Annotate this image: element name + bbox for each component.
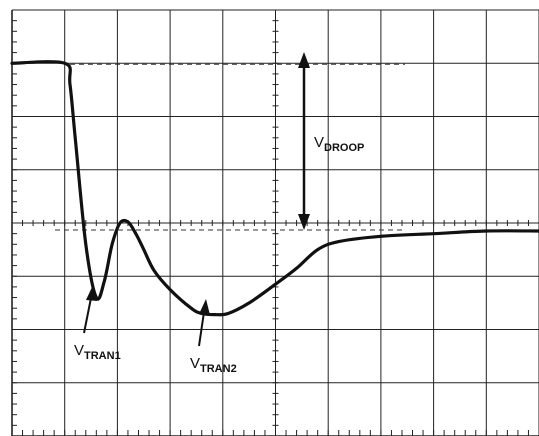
vtran1-label-sub: TRAN1 [84,350,121,362]
vtran2-label-sub: TRAN2 [200,363,237,375]
vdroop-label-sub: DROOP [324,142,364,154]
axis-ticks [11,9,529,436]
vtran2-arrow [198,299,210,347]
vtran1-label-main: V [74,342,84,359]
vtran2-label: VTRAN2 [190,355,237,375]
vtran2-label-main: V [190,355,200,372]
waveform-trace [10,60,539,317]
vdroop-label-main: V [314,134,324,151]
vtran1-arrow [83,285,97,334]
vtran1-label: VTRAN1 [74,342,121,362]
vdroop-arrow [298,52,310,230]
vdroop-label: VDROOP [314,134,364,154]
reference-lines [55,63,405,231]
